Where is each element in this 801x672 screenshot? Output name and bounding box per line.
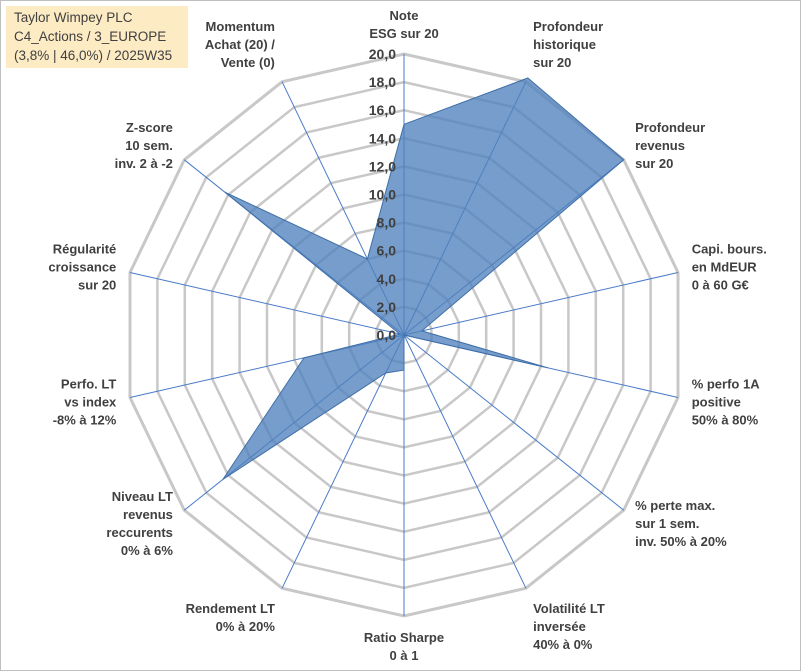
- axis-label-line: croissance: [48, 260, 116, 275]
- axis-label-line: 50% à 80%: [692, 412, 759, 427]
- axis-label-line: revenus: [123, 507, 173, 522]
- axis-label: Rendement LT 0% à 20%: [186, 601, 276, 634]
- tick-label: 2,0: [377, 299, 397, 315]
- axis-label-line: sur 20: [78, 278, 116, 293]
- axis-label: Profondeur revenus sur 20: [635, 120, 705, 171]
- axis-label-line: Z-score: [126, 120, 173, 135]
- title-line-company: Taylor Wimpey PLC: [14, 8, 188, 27]
- axis-label: Volatilité LT inversée 40% à 0%: [533, 601, 605, 652]
- axis-label-line: 0% à 20%: [216, 619, 276, 634]
- axis-label-line: Niveau LT: [112, 489, 173, 504]
- axis-label: Momentum Achat (20) / Vente (0): [205, 19, 275, 70]
- axis-label-line: sur 20: [533, 55, 571, 70]
- axis-label-line: ESG sur 20: [369, 26, 438, 41]
- axis-label-line: en MdEUR: [692, 260, 758, 275]
- title-line-category: C4_Actions / 3_EUROPE: [14, 27, 188, 46]
- tick-label: 8,0: [377, 215, 397, 231]
- axis-label: Z-score 10 sem. inv. 2 à -2: [115, 120, 173, 171]
- axis-label-line: 40% à 0%: [533, 637, 593, 652]
- axis-label-line: 10 sem.: [125, 138, 173, 153]
- axis-label-line: positive: [692, 394, 741, 409]
- axis-label: Régularité croissance sur 20: [48, 242, 116, 293]
- tick-label: 6,0: [377, 243, 397, 259]
- axis-label: Note ESG sur 20: [369, 8, 438, 41]
- axis-label-line: Régularité: [53, 242, 117, 257]
- axis-label-line: Perfo. LT: [61, 376, 116, 391]
- tick-label: 16,0: [369, 102, 396, 118]
- axis-label: Ratio Sharpe 0 à 1: [364, 630, 444, 663]
- axis-label-line: sur 1 sem.: [635, 516, 699, 531]
- tick-label: 0,0: [377, 327, 397, 343]
- axis-label-line: -8% à 12%: [53, 412, 117, 427]
- axis-label-line: Vente (0): [221, 55, 275, 70]
- axis-label: Perfo. LT vs index -8% à 12%: [53, 376, 117, 427]
- axis-label-line: revenus: [635, 138, 685, 153]
- axis-label-line: vs index: [64, 394, 117, 409]
- axis-label-line: historique: [533, 37, 596, 52]
- tick-label: 10,0: [369, 187, 396, 203]
- axis-label: % perfo 1A positive 50% à 80%: [692, 376, 761, 427]
- axis-label-line: Volatilité LT: [533, 601, 605, 616]
- axis-label-line: inv. 2 à -2: [115, 156, 173, 171]
- axis-label-line: Capi. bours.: [692, 242, 767, 257]
- axis-label-line: Rendement LT: [186, 601, 275, 616]
- series-polygon: [223, 78, 624, 480]
- axis-label: % perte max. sur 1 sem. inv. 50% à 20%: [635, 498, 727, 549]
- axis-label-line: 0 à 1: [390, 648, 419, 663]
- axis-label: Niveau LT revenus reccurents 0% à 6%: [106, 489, 173, 558]
- tick-label: 20,0: [369, 46, 396, 62]
- tick-label: 4,0: [377, 271, 397, 287]
- tick-label: 18,0: [369, 74, 396, 90]
- axis-label-line: inversée: [533, 619, 586, 634]
- axis-label-line: Profondeur: [635, 120, 705, 135]
- axis-label-line: sur 20: [635, 156, 673, 171]
- axis-label: Profondeur historique sur 20: [533, 19, 603, 70]
- tick-label: 14,0: [369, 130, 396, 146]
- chart-title: Taylor Wimpey PLC C4_Actions / 3_EUROPE …: [6, 6, 188, 68]
- axis-label-line: 0% à 6%: [121, 543, 173, 558]
- axis-label-line: 0 à 60 G€: [692, 278, 749, 293]
- axis-label-line: Achat (20) /: [205, 37, 275, 52]
- axis-label: Capi. bours. en MdEUR 0 à 60 G€: [692, 242, 767, 293]
- axis-label-line: % perte max.: [635, 498, 715, 513]
- series-area: [223, 78, 624, 480]
- axis-label-line: Ratio Sharpe: [364, 630, 444, 645]
- axis-label-line: Momentum: [206, 19, 275, 34]
- axis-label-line: % perfo 1A: [692, 376, 761, 391]
- axis-label-line: inv. 50% à 20%: [635, 534, 727, 549]
- axis-label-line: reccurents: [106, 525, 172, 540]
- tick-label: 12,0: [369, 158, 396, 174]
- title-line-stats: (3,8% | 46,0%) / 2025W35: [14, 46, 188, 65]
- axis-label-line: Profondeur: [533, 19, 603, 34]
- axis-label-line: Note: [390, 8, 419, 23]
